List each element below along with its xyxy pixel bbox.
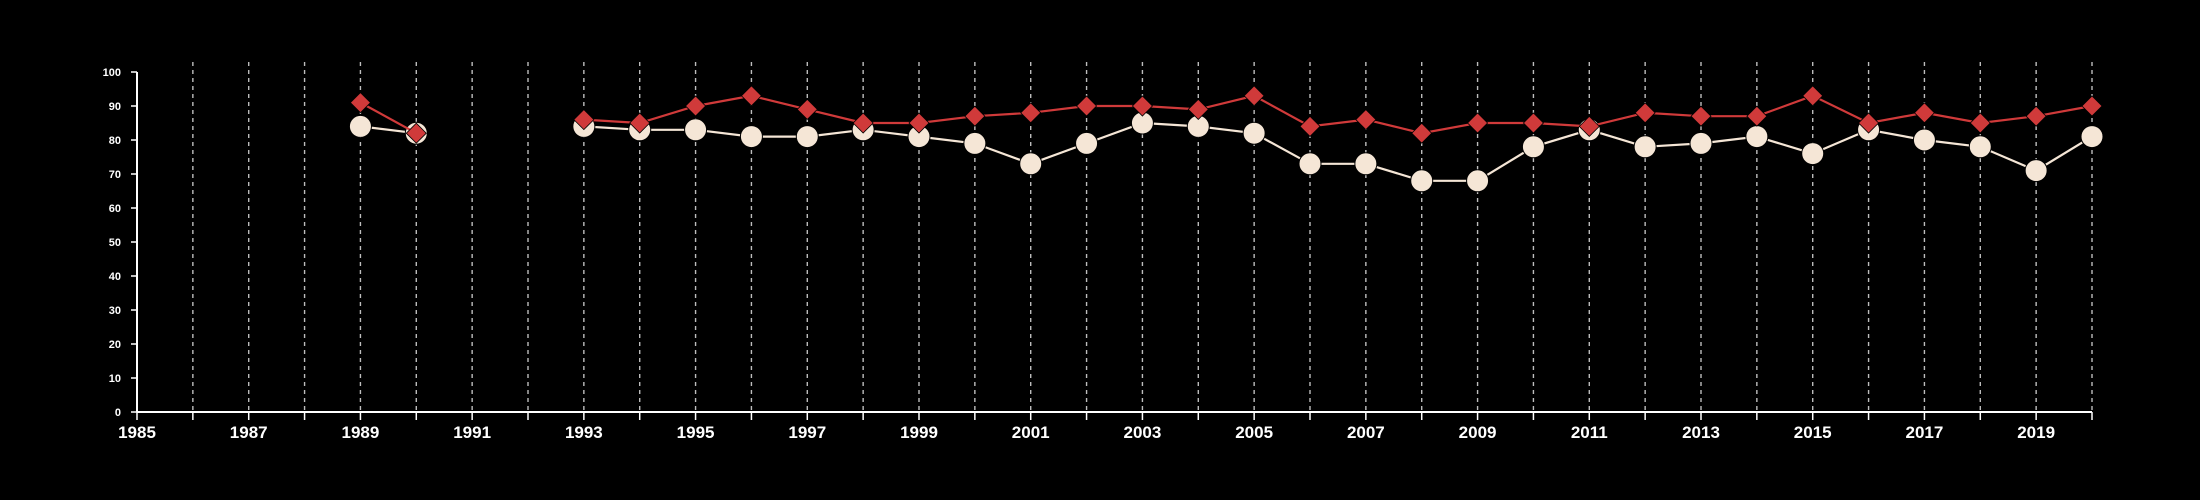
x-tick-label-1999: 1999	[900, 423, 938, 442]
series-0-point-2017	[1913, 102, 1935, 124]
series-0-point-2010	[1522, 112, 1544, 134]
series-0-point-1996	[740, 85, 762, 107]
series-1-point-2019	[2024, 159, 2048, 183]
x-tick-label-2019: 2019	[2017, 423, 2055, 442]
series-0-line-0	[359, 101, 417, 135]
series-0-point-2013	[1690, 105, 1712, 127]
y-tick-label-20: 20	[109, 339, 121, 351]
series-1-point-2005	[1242, 121, 1266, 145]
series-1-point-2006	[1298, 152, 1322, 176]
x-tick-label-1997: 1997	[788, 423, 826, 442]
series-1-point-2014	[1745, 125, 1769, 149]
series-1-point-2013	[1689, 131, 1713, 155]
series-layer	[348, 85, 2104, 193]
series-1	[348, 111, 2104, 193]
series-1-point-2020	[2080, 125, 2104, 149]
series-0-point-1994	[629, 112, 651, 134]
series-1-line-1	[583, 121, 2093, 182]
y-tick-label-50: 50	[109, 237, 121, 249]
x-tick-label-1985: 1985	[118, 423, 156, 442]
series-0-point-1995	[685, 95, 707, 117]
series-0-point-2009	[1467, 112, 1489, 134]
x-tick-label-2015: 2015	[1794, 423, 1832, 442]
series-0	[349, 85, 2103, 144]
series-1-point-2017	[1912, 128, 1936, 152]
x-tick-label-1995: 1995	[677, 423, 715, 442]
series-1-point-2015	[1801, 142, 1825, 166]
series-0-point-2014	[1746, 105, 1768, 127]
x-tick-label-2005: 2005	[1235, 423, 1273, 442]
series-1-point-2001	[1019, 152, 1043, 176]
series-0-point-2002	[1076, 95, 1098, 117]
series-1-point-2009	[1466, 169, 1490, 193]
series-0-point-2004	[1187, 98, 1209, 120]
series-0-point-1999	[908, 112, 930, 134]
series-1-point-2002	[1075, 131, 1099, 155]
series-0-point-1989	[349, 92, 371, 114]
y-tick-label-70: 70	[109, 169, 121, 181]
series-1-point-1996	[739, 125, 763, 149]
series-1-point-1997	[795, 125, 819, 149]
series-1-point-1995	[684, 118, 708, 142]
series-0-point-2006	[1299, 115, 1321, 137]
y-tick-label-40: 40	[109, 271, 121, 283]
y-tick-label-0: 0	[115, 407, 121, 419]
y-tick-label-80: 80	[109, 135, 121, 147]
series-0-line-1	[583, 94, 2093, 135]
x-tick-label-1993: 1993	[565, 423, 603, 442]
series-0-point-2001	[1020, 102, 1042, 124]
series-0-point-2003	[1131, 95, 1153, 117]
x-tick-label-1989: 1989	[342, 423, 380, 442]
x-tick-label-2007: 2007	[1347, 423, 1385, 442]
y-tick-label-60: 60	[109, 203, 121, 215]
series-1-point-2008	[1410, 169, 1434, 193]
series-1-point-2012	[1633, 135, 1657, 159]
series-0-point-1990	[405, 122, 427, 144]
series-0-point-2008	[1411, 122, 1433, 144]
series-0-point-2015	[1802, 85, 1824, 107]
series-0-point-2020	[2081, 95, 2103, 117]
series-0-point-1997	[796, 98, 818, 120]
series-0-point-2018	[1969, 112, 1991, 134]
series-0-point-2012	[1634, 102, 1656, 124]
series-0-point-2000	[964, 105, 986, 127]
y-tick-label-90: 90	[109, 101, 121, 113]
series-1-point-2010	[1521, 135, 1545, 159]
series-1-point-2018	[1968, 135, 1992, 159]
y-tick-label-100: 100	[103, 67, 121, 79]
series-1-point-1989	[348, 114, 372, 138]
series-0-point-2007	[1355, 109, 1377, 131]
x-tick-label-1987: 1987	[230, 423, 268, 442]
x-tick-label-1991: 1991	[453, 423, 491, 442]
series-0-point-2016	[1858, 112, 1880, 134]
series-0-point-2011	[1578, 115, 1600, 137]
series-0-point-2005	[1243, 85, 1265, 107]
x-tick-label-2003: 2003	[1124, 423, 1162, 442]
series-0-point-1993	[573, 109, 595, 131]
series-1-point-2007	[1354, 152, 1378, 176]
x-tick-label-2011: 2011	[1571, 423, 1608, 442]
x-tick-label-2017: 2017	[1906, 423, 1944, 442]
y-tick-label-10: 10	[109, 373, 121, 385]
axes: 0 10 20 30 40 50 60 70 80 90 100 1985 1987 1989 1991 19…	[103, 67, 2093, 442]
x-tick-label-2001: 2001	[1012, 423, 1050, 442]
x-tick-label-2013: 2013	[1682, 423, 1720, 442]
series-0-point-2019	[2025, 105, 2047, 127]
y-tick-label-30: 30	[109, 305, 121, 317]
series-1-point-2000	[963, 131, 987, 155]
x-tick-label-2009: 2009	[1459, 423, 1497, 442]
series-0-point-1998	[852, 112, 874, 134]
